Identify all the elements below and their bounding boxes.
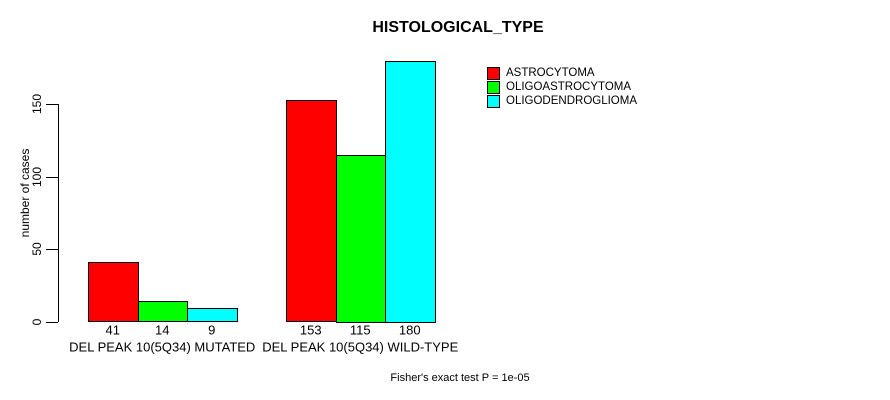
statistical-test-note: Fisher's exact test P = 1e-05	[390, 372, 530, 384]
bar-oligodendroglioma	[385, 60, 436, 323]
legend-label: OLIGOASTROCYTOMA	[506, 81, 632, 93]
y-tick-label: 150	[30, 93, 44, 115]
x-category-label: DEL PEAK 10(5Q34) MUTATED	[69, 339, 256, 355]
bar-oligoastrocytoma	[137, 301, 188, 323]
bar-astrocytoma	[286, 99, 337, 323]
legend-swatch-oligodendroglioma	[487, 94, 500, 108]
legend-label: OLIGODENDROGLIOMA	[506, 95, 637, 107]
y-tick-mark	[46, 249, 58, 250]
bar-astrocytoma	[88, 262, 139, 323]
y-axis-line	[58, 104, 59, 322]
legend: ASTROCYTOMA OLIGOASTROCYTOMA OLIGODENDROGL…	[487, 66, 637, 108]
legend-item: OLIGODENDROGLIOMA	[487, 94, 637, 108]
bar-oligodendroglioma	[187, 308, 238, 323]
legend-label: ASTROCYTOMA	[506, 67, 595, 79]
x-category-label: DEL PEAK 10(5Q34) WILD-TYPE	[262, 339, 459, 355]
y-axis-title: number of cases	[18, 148, 32, 238]
y-tick-mark	[46, 176, 58, 178]
y-tick-mark	[46, 321, 58, 323]
bar-oligoastrocytoma	[335, 154, 386, 323]
bar-value-label: 14	[155, 322, 170, 338]
y-tick-label: 100	[30, 166, 44, 187]
bar-value-label: 9	[208, 322, 216, 338]
bar-value-label: 153	[299, 322, 322, 338]
chart-title: HISTOLOGICAL_TYPE	[372, 19, 544, 36]
bar-value-label: 180	[398, 322, 421, 338]
legend-item: OLIGOASTROCYTOMA	[487, 80, 637, 94]
legend-swatch-oligoastrocytoma	[487, 80, 500, 94]
legend-item: ASTROCYTOMA	[487, 66, 637, 80]
y-tick-label: 0	[30, 318, 44, 325]
y-tick-label: 50	[30, 242, 44, 256]
bar-value-label: 115	[349, 322, 371, 338]
y-tick-mark	[46, 104, 58, 105]
bar-value-label: 41	[105, 322, 120, 338]
legend-swatch-astrocytoma	[487, 66, 500, 80]
